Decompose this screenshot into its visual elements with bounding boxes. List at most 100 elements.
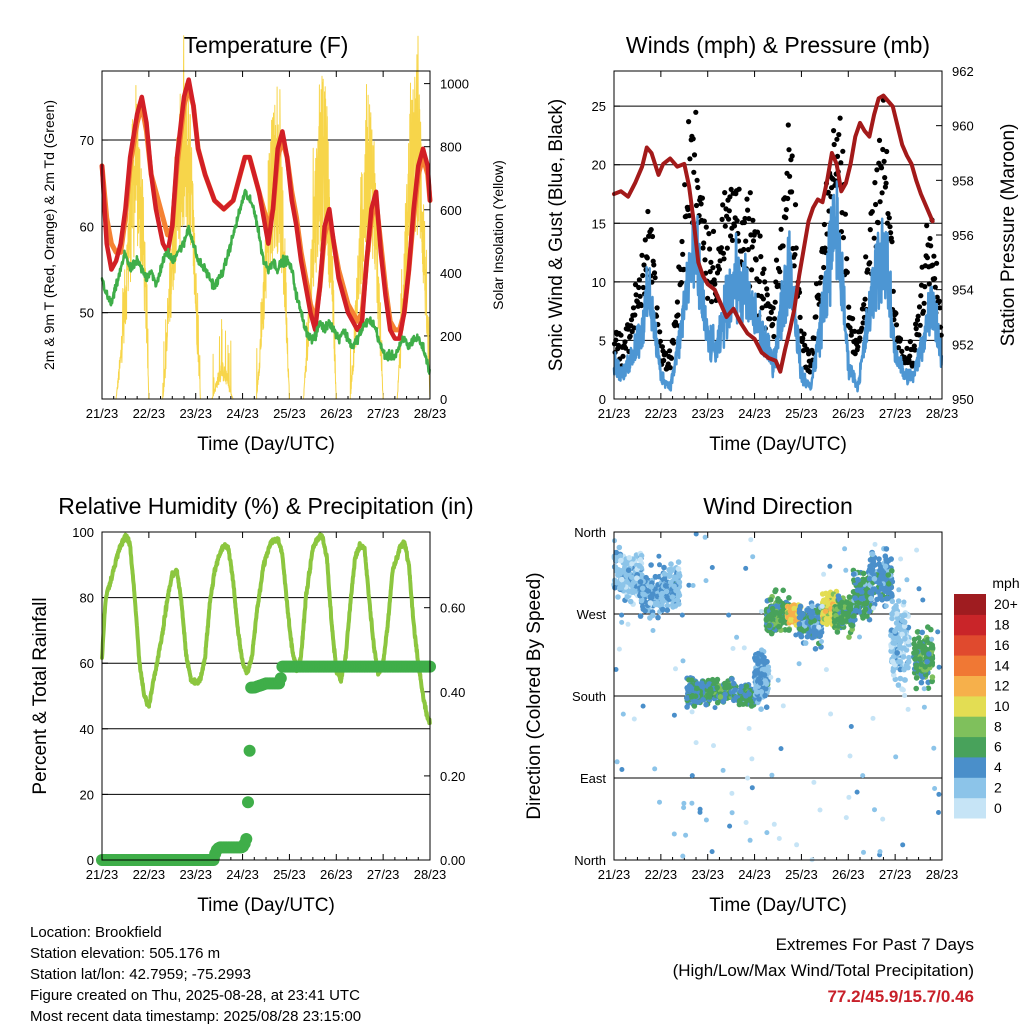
x-tick-label: 22/23 xyxy=(133,867,166,882)
gust-point xyxy=(791,263,797,269)
direction-point xyxy=(766,622,772,629)
direction-point xyxy=(889,598,896,605)
colorbar-swatch xyxy=(954,736,986,758)
gust-point xyxy=(911,343,917,349)
gust-point xyxy=(770,321,776,328)
direction-point xyxy=(900,687,906,693)
gust-point xyxy=(800,335,806,341)
direction-point xyxy=(773,609,780,616)
direction-point xyxy=(885,557,892,564)
direction-point xyxy=(663,588,670,595)
colorbar-label: 2 xyxy=(994,779,1002,795)
humidity-panel: Relative Humidity (%) & Precipitation (i… xyxy=(30,493,474,916)
direction-point xyxy=(712,678,718,685)
direction-point xyxy=(854,587,861,593)
gust-point xyxy=(861,302,867,308)
direction-point xyxy=(613,667,619,672)
gust-point xyxy=(895,345,902,351)
direction-point xyxy=(913,663,920,670)
y2-tick-label: 600 xyxy=(440,203,462,218)
y2-tick-label: 962 xyxy=(952,64,974,79)
gust-point xyxy=(750,238,757,244)
gust-point xyxy=(719,216,725,222)
gust-point xyxy=(873,201,879,208)
gust-point xyxy=(706,231,712,237)
x-tick-label: 22/23 xyxy=(645,406,678,421)
x-tick-label: 27/23 xyxy=(367,406,400,421)
direction-point xyxy=(917,639,923,646)
x-tick-label: 21/23 xyxy=(86,406,119,421)
gust-point xyxy=(922,284,928,290)
gust-point xyxy=(636,284,642,291)
direction-point xyxy=(905,659,912,665)
plot-border xyxy=(613,70,943,400)
direction-point xyxy=(924,658,930,665)
direction-point xyxy=(738,683,745,690)
direction-point xyxy=(729,676,735,682)
direction-point xyxy=(901,612,908,618)
gust-point xyxy=(659,344,666,350)
direction-point xyxy=(614,759,620,765)
gust-point xyxy=(637,293,643,299)
direction-point xyxy=(929,678,935,685)
direction-point xyxy=(637,579,644,585)
direction-point xyxy=(743,683,750,689)
direction-point xyxy=(659,606,666,613)
gust-point xyxy=(678,280,685,286)
gust-point xyxy=(773,257,780,263)
direction-point xyxy=(634,575,640,581)
direction-point xyxy=(647,615,653,621)
gust-point xyxy=(893,322,900,328)
gust-point xyxy=(882,175,888,181)
gust-point xyxy=(887,224,893,230)
gust-point xyxy=(881,158,887,164)
direction-point xyxy=(828,711,834,717)
direction-title: Wind Direction xyxy=(703,493,853,519)
direction-point xyxy=(693,531,699,537)
direction-point xyxy=(712,705,718,711)
gust-point xyxy=(699,195,706,201)
colorbar-label: 10 xyxy=(994,698,1010,714)
direction-point xyxy=(662,582,669,589)
direction-point xyxy=(786,595,792,601)
direction-point xyxy=(869,551,875,557)
direction-point xyxy=(768,674,774,680)
gust-point xyxy=(649,233,656,240)
gust-point xyxy=(771,316,778,322)
direction-point xyxy=(812,646,819,652)
direction-point xyxy=(675,566,682,572)
gust-point xyxy=(729,237,736,243)
gust-point xyxy=(667,365,673,371)
gust-point xyxy=(640,272,646,279)
y2-tick-label: 956 xyxy=(952,228,974,243)
y-tick-label: 0 xyxy=(599,392,606,407)
y2-tick-label: 960 xyxy=(952,119,974,134)
gust-point xyxy=(756,278,763,285)
direction-point xyxy=(624,560,631,567)
gust-point xyxy=(700,245,706,251)
gust-point xyxy=(865,267,871,273)
colorbar-swatch xyxy=(954,634,986,656)
gust-point xyxy=(721,256,727,262)
direction-point xyxy=(880,816,886,822)
gust-point xyxy=(910,360,916,366)
direction-point xyxy=(808,619,814,625)
direction-point xyxy=(892,676,899,683)
direction-point xyxy=(835,593,842,599)
x-tick-label: 25/23 xyxy=(273,867,306,882)
direction-point xyxy=(871,576,878,582)
direction-xlabel: Time (Day/UTC) xyxy=(709,895,847,916)
y-tick-label: 100 xyxy=(72,525,94,540)
gust-point xyxy=(632,312,638,318)
gust-point xyxy=(927,235,933,242)
gust-point xyxy=(936,298,942,304)
gust-point xyxy=(741,219,748,226)
direction-point xyxy=(815,609,821,615)
direction-point xyxy=(911,636,918,643)
y-tick-label: 15 xyxy=(592,216,606,231)
gust-point xyxy=(707,246,713,252)
direction-point xyxy=(901,599,907,605)
direction-point xyxy=(896,587,902,593)
gust-point xyxy=(876,137,883,143)
direction-point xyxy=(689,773,695,779)
